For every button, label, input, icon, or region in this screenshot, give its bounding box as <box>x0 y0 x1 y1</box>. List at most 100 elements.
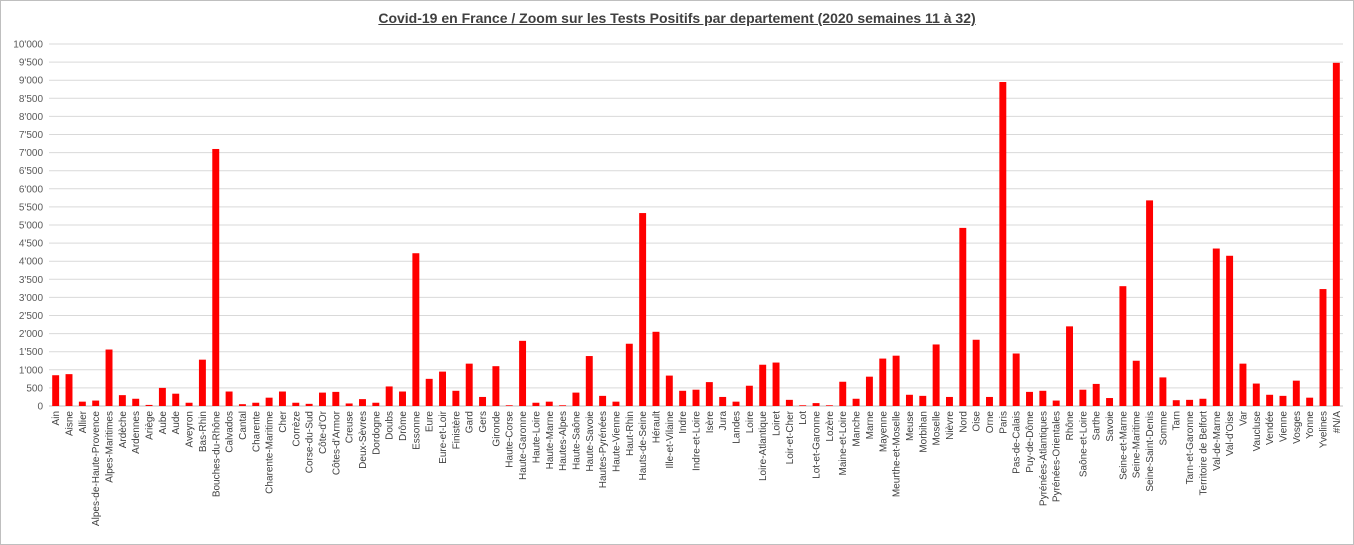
x-category-label: Doubs <box>385 411 396 440</box>
bar <box>839 381 847 406</box>
bar <box>425 378 433 406</box>
x-category-label: Saône-et-Loire <box>1078 411 1089 478</box>
bar <box>399 391 406 406</box>
x-category-label: Val-de-Marne <box>1212 411 1223 471</box>
bar <box>1106 398 1114 406</box>
bar <box>825 405 833 406</box>
bar <box>745 385 753 406</box>
x-category-label: Rhône <box>1065 411 1076 441</box>
bar <box>319 392 326 406</box>
x-category-label: Gers <box>478 411 489 433</box>
bar <box>1212 248 1220 406</box>
x-category-label: Orne <box>985 411 996 434</box>
x-category-label: Haute-Corse <box>505 411 516 468</box>
bar <box>812 403 820 406</box>
x-category-label: Savoie <box>1105 411 1116 442</box>
x-category-label: Landes <box>732 411 743 444</box>
bar <box>865 376 873 406</box>
bar <box>198 359 206 406</box>
bar <box>505 405 513 406</box>
x-category-label: Eure <box>425 411 436 433</box>
y-tick-label: 7'000 <box>19 148 44 159</box>
x-category-label: Lot <box>798 411 809 425</box>
y-tick-label: 4'500 <box>19 239 44 250</box>
y-tick-label: 5'500 <box>19 202 44 213</box>
x-category-label: Bas-Rhin <box>198 411 209 452</box>
x-category-label: Creuse <box>345 411 356 444</box>
bar <box>1052 400 1060 406</box>
x-category-label: Pyrénées-Atlantiques <box>1038 411 1049 506</box>
x-category-label: Hautes-Pyrénées <box>598 411 609 488</box>
x-category-label: Aveyron <box>185 411 196 448</box>
bar <box>252 402 260 406</box>
y-tick-label: 8'500 <box>19 94 44 105</box>
x-category-label: Loiret <box>772 411 783 436</box>
x-category-label: Eure-et-Loir <box>438 410 449 463</box>
bar <box>519 340 527 406</box>
x-category-label: Mayenne <box>878 411 889 453</box>
bar <box>452 390 460 406</box>
x-category-label: Loir-et-Cher <box>785 410 796 464</box>
bar <box>1039 390 1047 406</box>
x-category-label: Nord <box>958 411 969 433</box>
bar <box>532 402 540 406</box>
x-category-label: Maine-et-Loire <box>838 411 849 476</box>
x-category-label: Vosges <box>1292 411 1303 444</box>
x-category-label: Alpes-de-Haute-Provence <box>91 411 102 526</box>
x-category-label: Corrèze <box>291 411 302 447</box>
bar <box>1319 289 1327 406</box>
x-category-label: Loire-Atlantique <box>758 411 769 481</box>
x-category-label: Haute-Saône <box>571 411 582 470</box>
x-category-label: Haute-Loire <box>531 411 542 464</box>
x-category-label: Ariège <box>145 411 156 440</box>
x-category-label: Moselle <box>932 411 943 446</box>
y-tick-label: 3'500 <box>19 275 44 286</box>
x-category-label: Aisne <box>65 411 76 436</box>
x-category-label: Indre <box>678 411 689 434</box>
y-tick-label: 7'500 <box>19 130 44 141</box>
x-category-label: Côte-d'Or <box>318 410 329 454</box>
x-category-label: Pyrénées-Orientales <box>1052 411 1063 502</box>
bar <box>172 393 180 406</box>
bar <box>1132 360 1140 406</box>
x-category-label: Cher <box>278 410 289 432</box>
x-category-label: Cantal <box>238 411 249 440</box>
x-category-label: Tarn <box>1172 411 1183 430</box>
x-category-label: Gironde <box>491 411 502 447</box>
bar <box>852 398 860 406</box>
bar <box>972 339 980 406</box>
bar <box>1332 62 1340 406</box>
bar <box>545 401 553 406</box>
x-category-label: Indre-et-Loire <box>692 411 703 471</box>
x-category-label: Haute-Savoie <box>585 411 596 472</box>
bar <box>225 391 233 406</box>
bar <box>1306 397 1314 406</box>
x-category-label: Haute-Marne <box>545 411 556 470</box>
x-axis-labels: Ain Aisne Allier Alpes-de-Haute-Provence Alp… <box>51 410 1343 526</box>
x-category-label: Seine-et-Marne <box>1118 411 1129 480</box>
bar <box>572 392 580 406</box>
bar <box>492 366 500 406</box>
bar <box>158 387 166 406</box>
x-category-label: Nièvre <box>945 411 956 440</box>
x-category-label: Finistère <box>451 411 462 450</box>
bar <box>1266 394 1274 406</box>
bar <box>412 253 420 406</box>
bar <box>1279 395 1287 406</box>
x-category-label: Ardennes <box>131 411 142 454</box>
y-tick-label: 4'000 <box>19 257 44 268</box>
bar <box>732 401 740 406</box>
bar <box>359 399 366 406</box>
x-category-label: #N/A <box>1332 411 1343 434</box>
x-category-label: Alpes-Maritimes <box>105 411 116 483</box>
x-category-label: Yvelines <box>1318 411 1329 448</box>
x-category-label: Haute-Garonne <box>518 411 529 480</box>
y-tick-label: 6'000 <box>19 184 44 195</box>
x-category-label: Meurthe-et-Moselle <box>892 411 903 498</box>
bar <box>145 404 153 406</box>
bar <box>1292 380 1300 406</box>
x-category-label: Val-d'Oise <box>1225 411 1236 457</box>
x-category-label: Deux-Sèvres <box>358 411 369 469</box>
bar <box>65 374 73 406</box>
bar <box>345 403 353 406</box>
